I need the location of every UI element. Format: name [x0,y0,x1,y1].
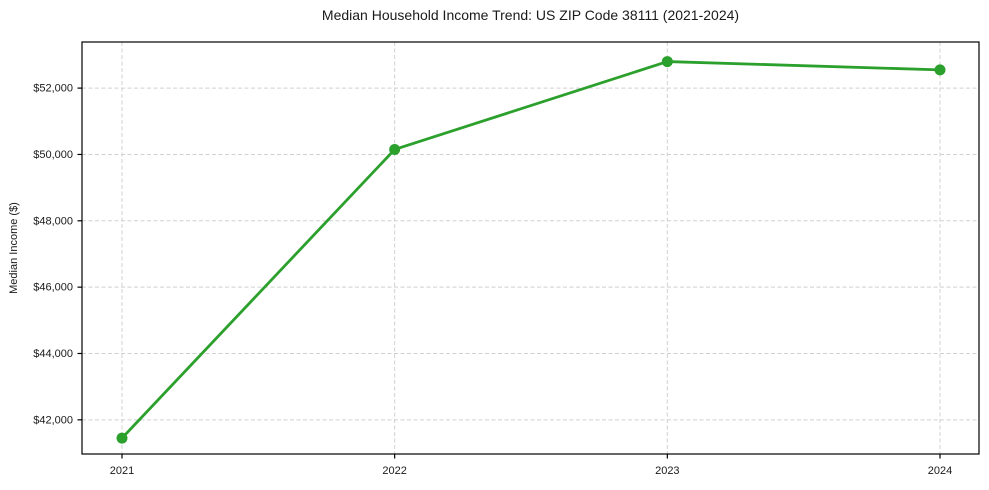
tick-marks [77,87,941,459]
gridlines [82,42,979,454]
data-point-marker [661,56,673,68]
data-point-marker [389,143,401,155]
series-line [120,60,942,440]
data-point-marker [934,64,946,76]
y-tick-label: $50,000 [33,149,73,161]
x-tick-label: 2022 [382,465,406,477]
x-tick-label: 2021 [110,465,134,477]
x-tick-labels: 2021 2022 2023 2024 [110,465,952,477]
chart-title: Median Household Income Trend: US ZIP Co… [321,7,740,23]
y-tick-label: $46,000 [33,282,73,294]
x-tick-label: 2024 [928,465,952,477]
axes-frame [81,41,980,455]
y-tick-label: $42,000 [33,414,73,426]
y-tick-label: $44,000 [33,348,73,360]
y-tick-labels: $42,000 $44,000 $46,000 $48,000 $50,000 $52,0… [33,83,73,427]
y-tick-label: $48,000 [33,215,73,227]
plot-frame [81,41,980,455]
y-tick-label: $52,000 [33,83,73,95]
data-point-marker [116,432,128,444]
x-tick-label: 2023 [655,465,679,477]
line-series [116,56,946,444]
